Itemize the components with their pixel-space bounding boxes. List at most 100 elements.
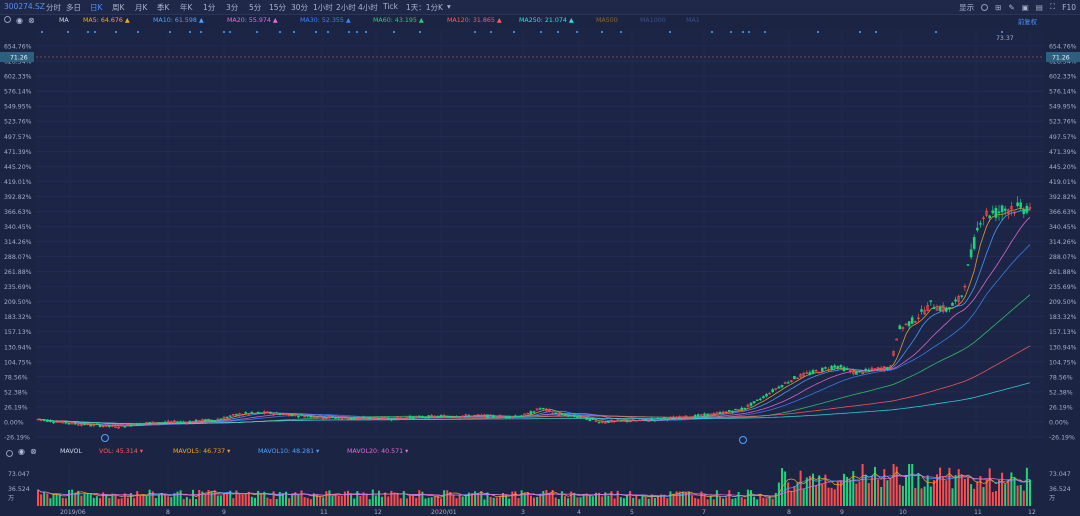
close-icon[interactable]: ⊗ bbox=[30, 447, 37, 456]
volume-bar bbox=[40, 494, 43, 506]
volume-bar bbox=[1029, 479, 1031, 506]
settings-icon[interactable] bbox=[981, 3, 989, 11]
mavol-line-20 bbox=[37, 474, 1031, 497]
tab-period-12[interactable]: 1小时 bbox=[313, 3, 333, 12]
volume-bar bbox=[688, 491, 690, 506]
candle-body bbox=[142, 423, 145, 425]
eye-icon[interactable]: ◉ bbox=[16, 16, 23, 25]
tab-period-9[interactable]: 5分 bbox=[249, 3, 262, 12]
close-icon[interactable]: ⊗ bbox=[28, 16, 35, 25]
volume-bar bbox=[176, 491, 179, 506]
volume-bar bbox=[939, 467, 942, 506]
volume-bar bbox=[192, 489, 194, 506]
candle-body bbox=[83, 422, 86, 426]
settings-icon[interactable] bbox=[4, 16, 11, 25]
candle-body bbox=[210, 419, 213, 422]
candle-body bbox=[495, 416, 499, 419]
volume-bar bbox=[365, 493, 368, 506]
candle-body bbox=[855, 371, 858, 375]
volume-bar bbox=[331, 496, 334, 506]
volume-bar bbox=[238, 494, 241, 506]
symbol-label[interactable]: 300274.SZ bbox=[4, 2, 45, 11]
tab-period-11[interactable]: 30分 bbox=[291, 3, 309, 12]
volume-bar bbox=[529, 495, 532, 506]
candle-body bbox=[303, 415, 306, 418]
chevron-down-icon[interactable]: ▾ bbox=[447, 2, 451, 11]
volume-bar bbox=[173, 493, 176, 506]
ma-legend-item-0: MA5: 64.676 ▲ bbox=[83, 17, 130, 24]
candle-body bbox=[731, 410, 734, 413]
event-dot bbox=[490, 31, 492, 33]
volume-bar bbox=[626, 494, 628, 506]
volume-bar bbox=[297, 494, 300, 506]
draw-icon[interactable]: ✎ bbox=[1008, 2, 1015, 12]
layout-icon[interactable]: ▤ bbox=[1035, 2, 1043, 12]
candle-body bbox=[45, 419, 49, 422]
candle-body bbox=[538, 408, 542, 410]
event-dot bbox=[620, 31, 622, 33]
volume-bar bbox=[533, 497, 535, 506]
candle-body bbox=[337, 417, 341, 419]
volume-bar bbox=[833, 489, 836, 506]
adjust-button[interactable]: 前复权 bbox=[1018, 19, 1037, 26]
candle-body bbox=[684, 415, 688, 419]
volume-bar bbox=[657, 496, 659, 506]
tab-period-8[interactable]: 3分 bbox=[226, 3, 239, 12]
volume-bar bbox=[185, 496, 188, 506]
candle-body bbox=[520, 415, 523, 417]
volume-bar bbox=[402, 490, 405, 506]
volume-bar bbox=[694, 497, 697, 506]
tab-period-16[interactable]: 1天：1分K bbox=[406, 3, 443, 12]
volume-bar bbox=[458, 494, 461, 506]
candle-body bbox=[529, 411, 533, 415]
tab-period-10[interactable]: 15分 bbox=[269, 3, 287, 12]
candle-body bbox=[554, 412, 558, 414]
tab-period-15[interactable]: Tick bbox=[383, 2, 398, 11]
candle-body bbox=[380, 416, 384, 421]
event-dot bbox=[419, 31, 421, 33]
volume-bar bbox=[266, 497, 269, 506]
tab-period-7[interactable]: 1分 bbox=[203, 3, 216, 12]
volume-bar bbox=[179, 490, 182, 506]
screenshot-icon[interactable]: ▣ bbox=[1021, 2, 1029, 12]
volume-bar bbox=[774, 492, 777, 506]
candle-body bbox=[696, 414, 700, 417]
tab-period-3[interactable]: 周K bbox=[112, 3, 125, 12]
tab-period-13[interactable]: 2小时 bbox=[336, 3, 356, 12]
tab-period-4[interactable]: 月K bbox=[135, 3, 148, 12]
volume-bar bbox=[991, 491, 994, 506]
candle-body bbox=[771, 389, 775, 393]
volume-bar bbox=[170, 497, 173, 506]
volume-bar bbox=[635, 494, 638, 506]
candle-body bbox=[1028, 207, 1032, 209]
ma-line-10 bbox=[37, 209, 1031, 427]
tab-period-2[interactable]: 日K bbox=[90, 3, 103, 12]
fullscreen-icon[interactable]: ⛶ bbox=[1049, 2, 1056, 11]
volume-bar bbox=[994, 490, 997, 506]
volume-bar bbox=[604, 492, 607, 506]
display-menu[interactable]: 显示 bbox=[959, 2, 975, 12]
volume-bar bbox=[808, 475, 811, 506]
volume-bar bbox=[796, 482, 799, 506]
candle-body bbox=[619, 420, 623, 422]
candle-body bbox=[173, 420, 176, 423]
candle-body bbox=[315, 417, 319, 419]
f10-button[interactable]: F10 bbox=[1062, 2, 1076, 12]
candle-body bbox=[867, 369, 871, 372]
tab-period-0[interactable]: 分时 bbox=[46, 3, 61, 12]
volume-bar bbox=[244, 493, 247, 506]
volume-bar bbox=[123, 493, 126, 506]
volume-bar bbox=[294, 492, 297, 506]
tab-period-14[interactable]: 4小时 bbox=[358, 3, 378, 12]
y-tick-right: 235.69% bbox=[1049, 284, 1077, 291]
candle-body bbox=[114, 425, 117, 428]
volume-axis-right: 36.524 bbox=[1049, 486, 1071, 493]
tab-period-6[interactable]: 年K bbox=[180, 3, 193, 12]
tab-period-1[interactable]: 多日 bbox=[66, 3, 81, 12]
volume-bar bbox=[660, 494, 663, 506]
tab-period-5[interactable]: 季K bbox=[157, 3, 170, 12]
eye-icon[interactable]: ◉ bbox=[18, 447, 25, 456]
crosshair-icon[interactable]: ⊞ bbox=[995, 2, 1002, 12]
y-tick-left: 419.01% bbox=[4, 179, 32, 186]
candle-body bbox=[266, 411, 269, 414]
